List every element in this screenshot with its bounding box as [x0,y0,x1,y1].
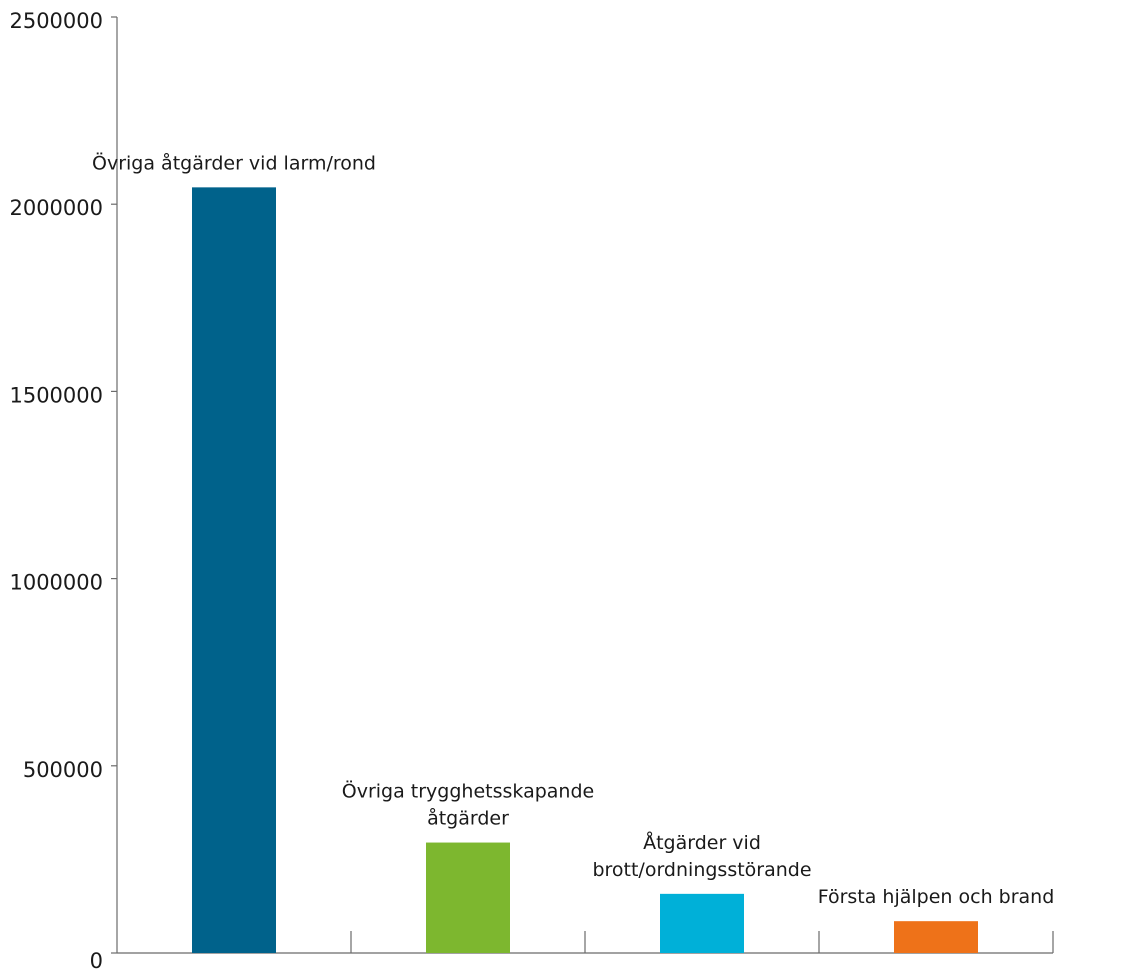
y-tick-label: 1000000 [9,571,103,595]
bar [894,921,978,953]
y-tick-label: 500000 [23,758,103,782]
bar [660,893,744,953]
bar-category-label-line: Övriga trygghetsskapande [342,780,594,803]
bar-category-label: Åtgärder vid brott/ordningsstörande [592,831,811,881]
y-tick-label: 2500000 [9,9,103,33]
bar [426,842,510,953]
bars [192,187,978,954]
bar-category-label: Övriga trygghetsskapande åtgärder [342,780,594,830]
bar-labels: Övriga åtgärder vid larm/rond Övriga tryg… [92,151,1054,908]
bar-category-label: Övriga åtgärder vid larm/rond [92,151,376,174]
bar-category-label-line: Åtgärder vid [643,831,761,854]
bar-category-label-line: Första hjälpen och brand [818,886,1055,908]
y-tick-label: 0 [90,949,103,970]
bar-category-label: Första hjälpen och brand [818,886,1055,908]
bar-category-label-line: åtgärder [427,807,509,830]
y-axis: 0 500000 1000000 1500000 2000000 2500000 [9,9,118,970]
bar-category-label-line: Övriga åtgärder vid larm/rond [92,151,376,174]
y-tick-label: 1500000 [9,383,103,407]
y-tick-label: 2000000 [9,196,103,220]
bar [192,187,276,954]
bar-category-label-line: brott/ordningsstörande [592,859,811,881]
